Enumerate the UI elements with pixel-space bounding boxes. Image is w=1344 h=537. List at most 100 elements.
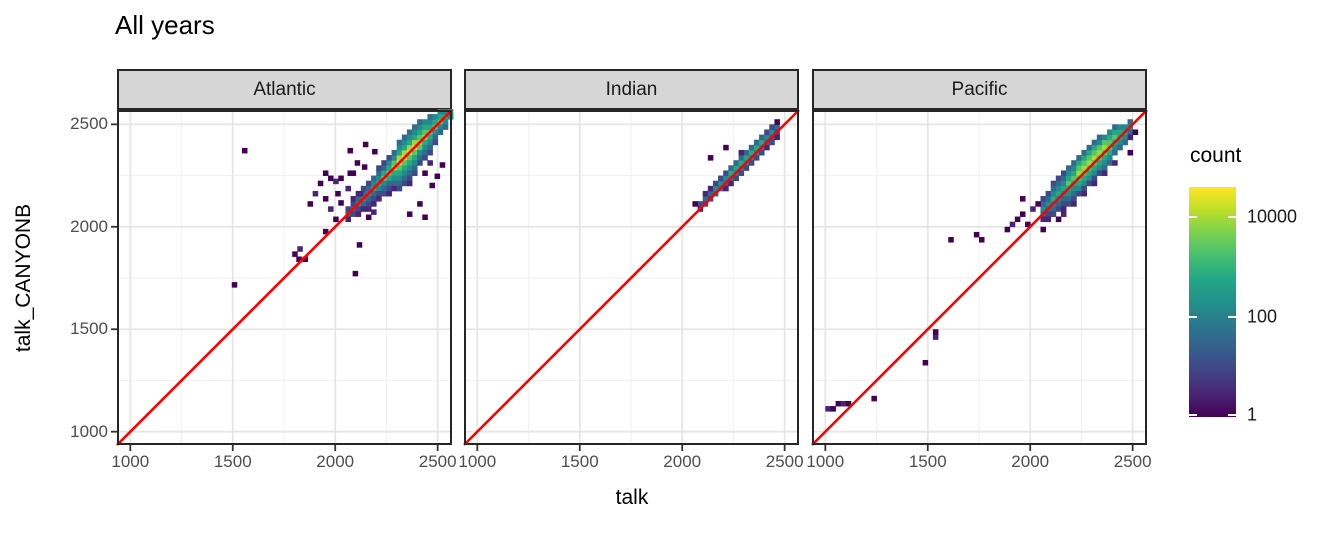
bin [391,175,398,182]
bin [365,185,372,192]
bin [738,149,745,156]
bin [932,334,939,340]
bin [1107,155,1113,161]
bin [1071,185,1077,192]
bin [1112,144,1118,151]
bin [432,139,439,146]
bin [1122,124,1128,130]
bin [396,139,403,146]
facet-panel-pacific [811,109,1148,451]
facet-strip-label: Atlantic [253,78,316,100]
bin [1030,206,1036,212]
bin [764,144,770,151]
bin [702,190,709,197]
bin [748,149,755,156]
bin [1050,196,1057,202]
facet-panel-indian [463,109,800,451]
bin [1035,201,1041,207]
bin [759,139,765,146]
bin [702,196,709,202]
bin [1117,129,1123,135]
bin [1107,149,1113,156]
bin [774,134,780,141]
bin [422,139,428,146]
bin [322,170,329,176]
bin [412,139,418,146]
bin [1045,211,1052,217]
bin [432,119,439,125]
bin [1071,175,1077,182]
bin [371,175,377,182]
bin [1060,185,1067,192]
bin [360,206,367,212]
bin [1096,144,1103,151]
bin [372,148,378,155]
bin [1045,196,1052,202]
bin [1096,170,1103,176]
bin [978,237,985,243]
bin [427,134,433,141]
bin [712,180,719,187]
bin [1045,190,1052,197]
bin [371,180,377,187]
bin [723,185,729,192]
bin [432,134,439,141]
bin [1101,139,1108,146]
bin [733,160,739,166]
bin [1055,190,1062,197]
bin [391,149,398,156]
bin [692,201,698,207]
bin [422,144,428,151]
bin [422,170,428,176]
bin [381,190,387,197]
bin [1081,190,1087,197]
bin [386,190,392,197]
bin [1050,190,1057,197]
bin [1112,149,1118,156]
bin [1096,139,1103,146]
bin [1045,216,1052,223]
bin [1086,149,1093,156]
bin [835,400,842,407]
bin [774,119,780,125]
bin [1060,206,1067,212]
x-tick-label: 2000 [316,452,355,471]
x-tick-label: 2000 [663,452,702,471]
bin [322,196,329,202]
bin [360,201,367,207]
colorbar-tick [1228,316,1236,318]
bin [412,149,418,156]
bin [1086,175,1093,182]
bin [345,185,351,192]
bin [1086,160,1093,166]
bin [386,155,392,161]
bin [1055,180,1062,187]
bin [769,124,775,130]
bin [296,256,302,263]
bin [345,216,351,223]
bin [973,231,980,238]
bin [350,211,357,217]
bin [386,165,392,171]
bin [1076,170,1082,176]
bin [396,155,403,161]
bin [422,155,428,161]
bin [317,180,324,187]
bin [1091,139,1098,146]
bin [360,190,367,197]
bin [350,170,357,176]
bin [442,119,449,125]
bin [1060,201,1067,207]
bin [840,400,847,407]
bin [396,185,403,192]
bin [1107,160,1113,166]
bin [1101,170,1108,176]
facet-strip-pacific: Pacific [812,69,1147,110]
bin [406,160,413,166]
bin [396,165,403,171]
x-axis-title: talk [615,486,649,509]
bin [412,134,418,141]
bin [1107,134,1113,141]
bin [1081,175,1087,182]
bin [376,185,382,192]
